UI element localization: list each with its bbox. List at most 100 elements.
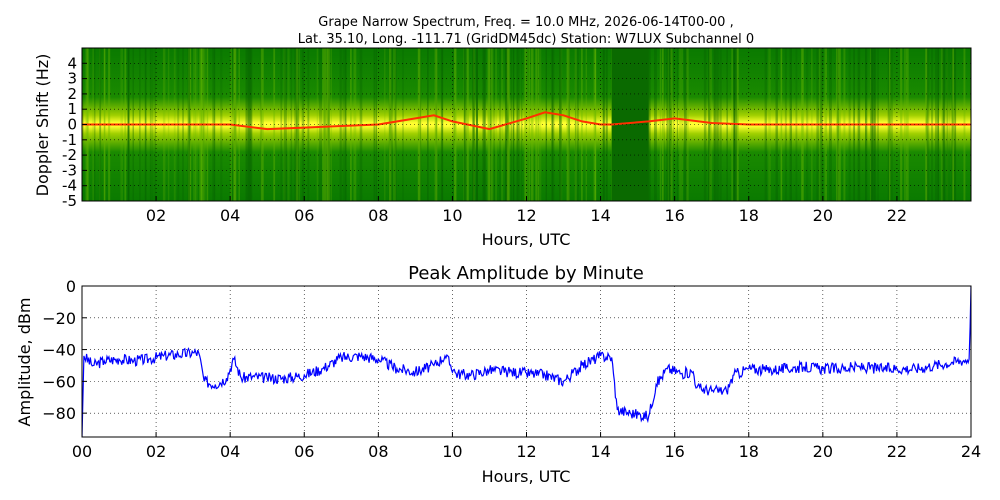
spectrum-noise-stripe xyxy=(482,48,485,201)
spectrum-noise-stripe xyxy=(667,48,669,201)
spectrum-noise-stripe xyxy=(402,48,404,201)
spectrum-noise-stripe xyxy=(574,48,577,201)
spectrum-noise-stripe xyxy=(510,48,512,201)
spectrum-noise-stripe xyxy=(388,48,392,201)
spectrum-noise-stripe xyxy=(719,48,722,201)
spectrum-noise-stripe xyxy=(440,48,443,201)
spectrum-noise-stripe xyxy=(454,48,457,201)
spectrum-x-tick-label: 22 xyxy=(887,206,907,225)
spectrum-noise-stripe xyxy=(531,48,534,201)
spectrum-y-tick-label: 4 xyxy=(67,54,77,72)
spectrum-x-ticks: 02 04 06 08 10 12 14 16 18 20 22 xyxy=(146,196,907,225)
spectrum-noise-stripe xyxy=(417,48,421,201)
spectrum-noise-stripe xyxy=(394,48,397,201)
spectrum-noise-stripe xyxy=(516,48,519,201)
spectrum-noise-stripe xyxy=(495,48,497,201)
spectrum-noise-stripe xyxy=(524,48,527,201)
amplitude-y-tick-label: −60 xyxy=(42,372,76,391)
amplitude-x-tick-label: 12 xyxy=(516,442,536,461)
spectrum-noise-stripe xyxy=(316,48,319,201)
spectrum-x-tick-label: 08 xyxy=(368,206,388,225)
spectrum-noise-stripe xyxy=(708,48,710,201)
amplitude-x-axis-label: Hours, UTC xyxy=(482,467,571,486)
spectrum-noise-stripe xyxy=(559,48,562,201)
spectrum-noise-stripe xyxy=(287,48,290,201)
spectrum-noise-stripe xyxy=(342,48,344,201)
amplitude-x-ticks: 00 02 04 06 08 10 12 14 16 18 20 22 24 xyxy=(72,432,981,461)
spectrum-noise-stripe xyxy=(454,48,456,201)
amplitude-series-line xyxy=(82,286,971,437)
spectrum-noise-stripe xyxy=(324,48,326,201)
spectrum-noise-stripe xyxy=(581,48,583,201)
spectrum-noise-stripe xyxy=(483,48,486,201)
spectrum-y-tick-label: 2 xyxy=(67,85,77,103)
amplitude-y-tick-label: −80 xyxy=(42,404,76,423)
spectrum-x-tick-label: 04 xyxy=(220,206,240,225)
spectrum-noise-stripe xyxy=(575,48,576,201)
spectrum-noise-stripe xyxy=(472,48,475,201)
spectrum-y-tick-label: 1 xyxy=(67,100,77,118)
spectrum-noise-stripe xyxy=(238,48,240,201)
amplitude-x-tick-label: 16 xyxy=(664,442,684,461)
spectrum-noise-stripe xyxy=(339,48,342,201)
amplitude-plot-area xyxy=(82,286,971,437)
spectrum-noise-stripe xyxy=(427,48,429,201)
spectrum-noise-stripe xyxy=(716,48,719,201)
amplitude-x-tick-label: 20 xyxy=(813,442,833,461)
spectrum-noise-stripe xyxy=(294,48,297,201)
spectrum-noise-stripe xyxy=(391,48,393,201)
spectrum-y-tick-label: 3 xyxy=(67,70,77,88)
spectrum-noise-stripe xyxy=(673,48,675,201)
spectrum-noise-stripe xyxy=(259,48,262,201)
spectrum-title-line2: Lat. 35.10, Long. -111.71 (GridDM45dc) S… xyxy=(298,32,754,47)
spectrum-noise-stripe xyxy=(326,48,330,201)
spectrum-noise-stripe xyxy=(659,48,662,201)
amplitude-x-tick-label: 04 xyxy=(220,442,240,461)
spectrum-noise-stripe xyxy=(703,48,707,201)
spectrum-y-tick-label: -4 xyxy=(62,177,77,195)
spectrum-noise-stripe xyxy=(683,48,687,201)
spectrum-noise-stripe xyxy=(283,48,286,201)
spectrum-noise-stripe xyxy=(420,48,422,201)
spectrum-noise-stripe xyxy=(247,48,250,201)
amplitude-y-ticks: 0 −20 −40 −60 −80 xyxy=(42,277,87,423)
spectrum-noise-stripe xyxy=(343,48,347,201)
amplitude-y-tick-label: −20 xyxy=(42,309,76,328)
spectrum-noise-stripe xyxy=(452,48,455,201)
spectrum-noise-stripe xyxy=(551,48,554,201)
amplitude-x-tick-label: 10 xyxy=(442,442,462,461)
spectrum-noise-stripe xyxy=(322,48,325,201)
spectrum-noise-stripe xyxy=(490,48,494,201)
spectrum-x-tick-label: 18 xyxy=(739,206,759,225)
spectrum-noise-stripe xyxy=(551,48,555,201)
spectrum-noise-stripe xyxy=(648,48,651,201)
spectrum-noise-stripe xyxy=(654,48,657,201)
amplitude-x-tick-label: 18 xyxy=(739,442,759,461)
spectrum-noise-stripe xyxy=(487,48,490,201)
spectrum-noise-stripe xyxy=(323,48,327,201)
spectrum-noise-stripe xyxy=(327,48,330,201)
spectrum-noise-stripe xyxy=(559,48,561,201)
spectrum-noise-stripe xyxy=(330,48,332,201)
spectrum-noise-stripe xyxy=(566,48,570,201)
spectrum-noise-stripe xyxy=(521,48,523,201)
spectrum-noise-stripe xyxy=(290,48,293,201)
spectrum-noise-stripe xyxy=(319,48,322,201)
spectrum-y-tick-label: -1 xyxy=(62,131,77,149)
spectrum-noise-stripe xyxy=(535,48,538,201)
spectrum-noise-stripe xyxy=(302,48,305,201)
amplitude-x-tick-label: 22 xyxy=(887,442,907,461)
spectrum-noise-stripe xyxy=(487,48,491,201)
spectrum-noise-stripe xyxy=(384,48,386,201)
spectrum-noise-stripe xyxy=(666,48,668,201)
spectrum-noise-stripe xyxy=(434,48,438,201)
spectrum-noise-stripe xyxy=(476,48,478,201)
amplitude-x-tick-label: 14 xyxy=(590,442,610,461)
spectrum-y-axis-label: Doppler Shift (Hz) xyxy=(33,54,52,197)
spectrum-noise-stripe xyxy=(327,48,330,201)
spectrum-x-tick-label: 12 xyxy=(516,206,536,225)
amplitude-title: Peak Amplitude by Minute xyxy=(408,263,644,284)
spectrum-noise-stripe xyxy=(513,48,515,201)
